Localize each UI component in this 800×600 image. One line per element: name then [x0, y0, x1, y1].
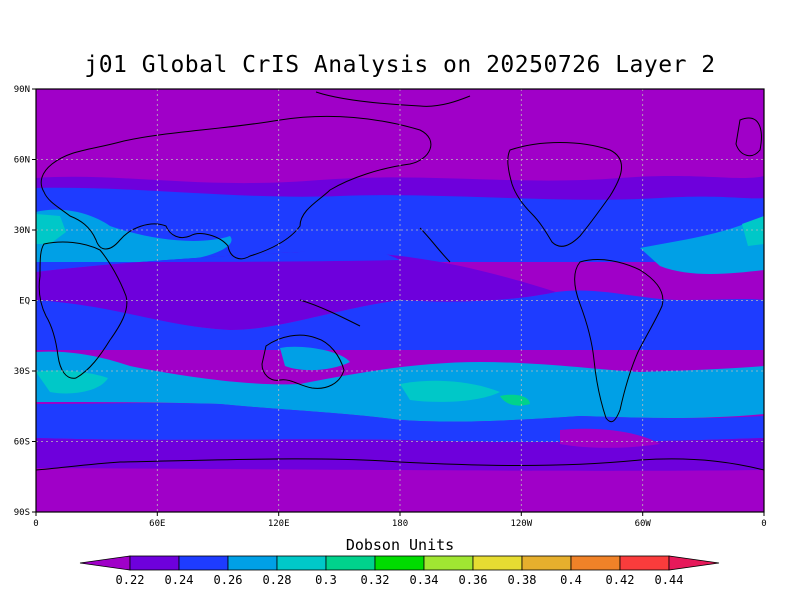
lon-tick-label: 0 — [33, 519, 38, 529]
colorbar-extend-high — [668, 555, 720, 571]
colorbar-level-label: 0.42 — [606, 573, 635, 587]
lon-tick-label: 120E — [268, 519, 290, 529]
colorbar-swatch — [423, 555, 474, 571]
lat-axis: 90N 60N 30N EQ 30S 60S 90S — [14, 85, 30, 518]
lon-tick-label: 180 — [392, 519, 408, 529]
colorbar-level-label: 0.4 — [560, 573, 582, 587]
colorbar-title: Dobson Units — [345, 536, 455, 554]
colorbar-level-label: 0.28 — [263, 573, 292, 587]
colorbar-level-label: 0.32 — [361, 573, 390, 587]
colorbar-extend-low — [79, 555, 131, 571]
lat-tick-label: 90N — [14, 85, 30, 95]
colorbar-level-label: 0.36 — [459, 573, 488, 587]
colorbar-level-label: 0.3 — [315, 573, 337, 587]
lat-tick-label: 30N — [14, 226, 30, 236]
colorbar-swatch — [472, 555, 523, 571]
colorbar-swatch — [570, 555, 621, 571]
lat-tick-label: EQ — [19, 297, 30, 307]
colorbar-swatch — [129, 555, 180, 571]
colorbar-swatch — [276, 555, 327, 571]
lon-axis: 0 60E 120E 180 120W 60W 0 — [33, 519, 766, 529]
colorbar-swatch — [325, 555, 376, 571]
colorbar-level-label: 0.22 — [116, 573, 145, 587]
colorbar-level-label: 0.44 — [655, 573, 684, 587]
colorbar-swatch — [619, 555, 670, 571]
lat-tick-label: 90S — [14, 508, 30, 518]
colorbar-level-label: 0.38 — [508, 573, 537, 587]
colorbar-swatch — [178, 555, 229, 571]
lat-tick-label: 60S — [14, 438, 30, 448]
colorbar-level-label: 0.26 — [214, 573, 243, 587]
map-title: j01 Global CrIS Analysis on 20250726 Lay… — [84, 52, 716, 78]
colorbar-level-label: 0.24 — [165, 573, 194, 587]
lat-tick-label: 30S — [14, 367, 30, 377]
colorbar: 0.22 0.24 0.26 0.28 0.3 0.32 0.34 0.36 0.38 0.4 0.… — [79, 555, 720, 587]
lon-tick-label: 0 — [761, 519, 766, 529]
lon-tick-label: 120W — [510, 519, 532, 529]
colorbar-level-label: 0.34 — [410, 573, 439, 587]
lat-tick-label: 60N — [14, 156, 30, 166]
colorbar-swatch — [521, 555, 572, 571]
colorbar-swatch — [227, 555, 278, 571]
lon-tick-label: 60W — [635, 519, 652, 529]
graticule — [36, 89, 764, 512]
colorbar-swatch — [374, 555, 425, 571]
lon-tick-label: 60E — [149, 519, 165, 529]
